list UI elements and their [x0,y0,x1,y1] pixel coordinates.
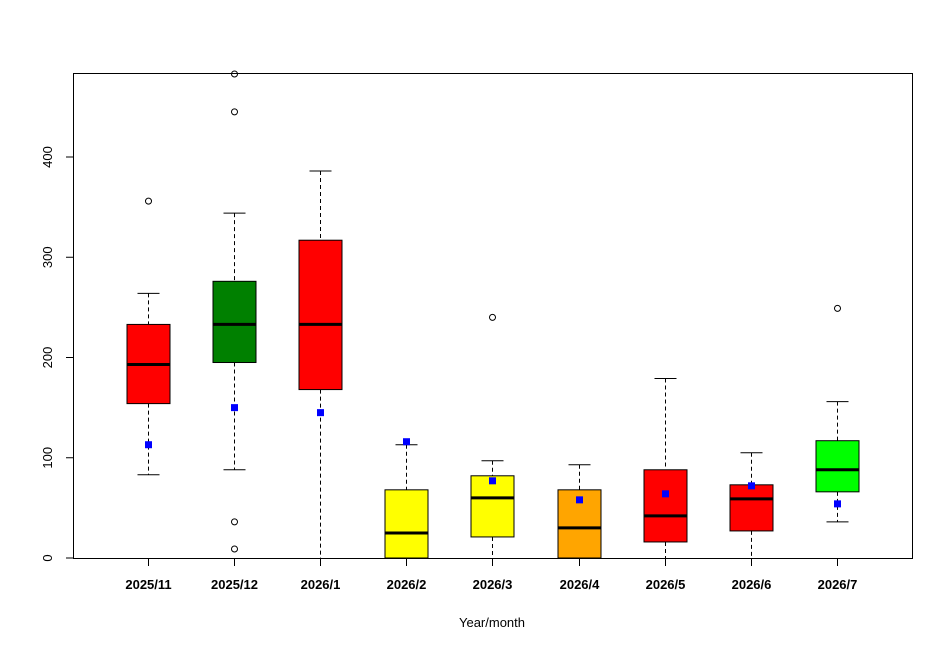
iqr-box [298,239,343,391]
box-2026-4 [557,464,602,559]
box-2026-2 [384,438,429,559]
x-tick-label: 2026/7 [818,577,858,592]
x-tick-label: 2026/5 [646,577,686,592]
x-tick-label: 2026/4 [560,577,601,592]
mean-marker [576,496,583,504]
box-2026-3 [470,313,515,558]
outlier-point [231,545,238,553]
outlier-point [231,70,238,78]
mean-marker [231,404,238,412]
iqr-box [643,469,688,543]
y-axis: 0 100 200 300 400 [40,146,74,562]
box-2025-12 [212,70,257,553]
y-tick-label: 0 [40,554,55,561]
outlier-point [231,518,238,526]
x-tick-label: 2026/6 [732,577,772,592]
box-2026-1 [298,170,343,558]
outlier-point [231,108,238,116]
mean-marker [489,477,496,485]
mean-marker [317,409,324,417]
iqr-box [384,489,429,559]
x-tick-label: 2026/1 [301,577,341,592]
outlier-point [834,304,841,312]
iqr-box [729,484,774,532]
x-tick-label: 2026/2 [387,577,427,592]
mean-marker [748,482,755,490]
y-tick-label: 200 [40,347,55,369]
iqr-box [815,440,860,493]
x-axis: 2025/11 2025/12 2026/1 2026/2 2026/3 2026/4 20… [125,558,858,592]
box-2025-11 [126,197,171,476]
mean-marker [662,490,669,498]
mean-marker [403,438,410,446]
y-tick-label: 300 [40,246,55,268]
boxes [126,70,860,559]
iqr-box [470,475,515,538]
box-2026-6 [729,452,774,558]
outlier-point [489,313,496,321]
x-axis-label: Year/month [459,615,525,630]
y-tick-label: 400 [40,146,55,168]
x-tick-label: 2025/12 [211,577,258,592]
mean-marker [834,500,841,508]
iqr-box [212,280,257,364]
box-2026-5 [643,378,688,558]
box-2026-7 [815,304,860,523]
x-tick-label: 2025/11 [125,577,171,592]
y-tick-label: 100 [40,447,55,469]
mean-marker [145,441,152,449]
outlier-point [145,197,152,205]
x-tick-label: 2026/3 [473,577,513,592]
